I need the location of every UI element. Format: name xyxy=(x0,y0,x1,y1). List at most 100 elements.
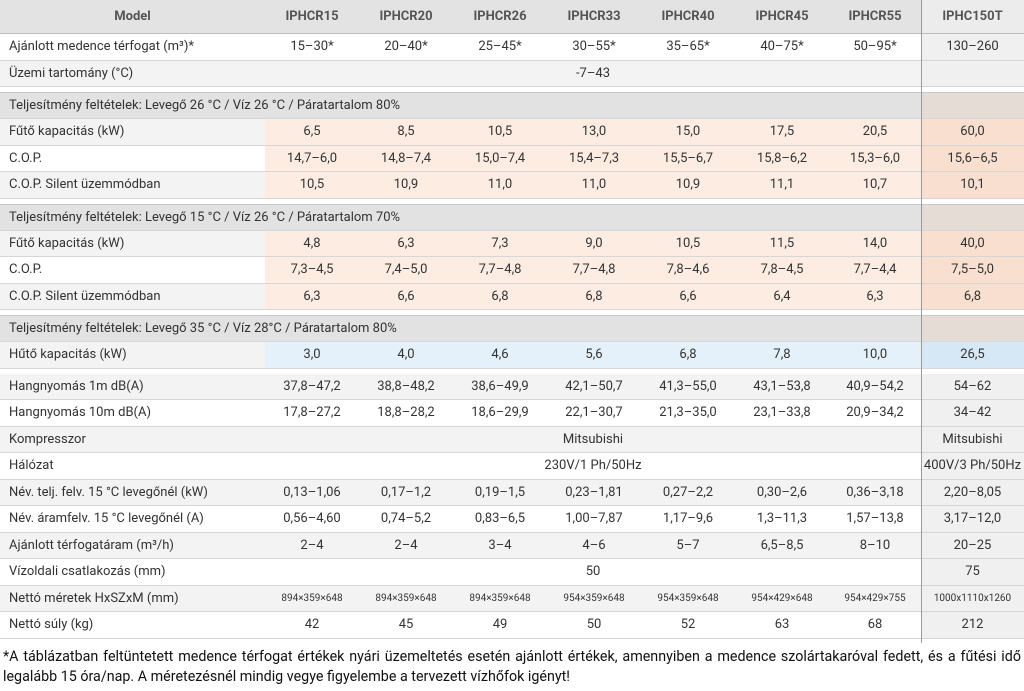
value-cell: 22,1–30,7 xyxy=(547,400,641,427)
value-cell: 35–65* xyxy=(641,34,735,61)
value-cell: 4,0 xyxy=(359,342,453,369)
section-title: Teljesítmény feltételek: Levegő 26 °C / … xyxy=(0,92,921,119)
row-label: Ajánlott térfogatáram (m³/h) xyxy=(0,532,265,559)
empty-cell xyxy=(921,60,1024,87)
row-label: Hálózat xyxy=(0,453,265,480)
value-cell: 954×359×648 xyxy=(641,585,735,612)
column-header: IPHCR33 xyxy=(547,0,641,34)
value-cell: 130–260 xyxy=(921,34,1024,61)
value-cell: 4,8 xyxy=(265,230,359,257)
value-cell: 25–45* xyxy=(453,34,547,61)
value-cell: 6,6 xyxy=(641,283,735,310)
section-title: Teljesítmény feltételek: Levegő 35 °C / … xyxy=(0,315,921,342)
value-cell: 37,8–47,2 xyxy=(265,373,359,400)
value-cell: 954×359×648 xyxy=(547,585,641,612)
value-cell: 8–10 xyxy=(829,532,921,559)
value-cell: Mitsubishi xyxy=(265,426,921,453)
value-cell: 14,8–7,4 xyxy=(359,145,453,172)
value-cell: 34–42 xyxy=(921,400,1024,427)
value-cell: 15,6–6,5 xyxy=(921,145,1024,172)
value-cell: 10,5 xyxy=(453,119,547,146)
value-cell: 7,7–4,4 xyxy=(829,257,921,284)
value-cell: 52 xyxy=(641,612,735,639)
value-cell: 15,0–7,4 xyxy=(453,145,547,172)
row-label: C.O.P. xyxy=(0,145,265,172)
value-cell: 40,0 xyxy=(921,230,1024,257)
value-cell: 30–55* xyxy=(547,34,641,61)
value-cell: 13,0 xyxy=(547,119,641,146)
value-cell: 7,8 xyxy=(735,342,829,369)
value-cell: 6,8 xyxy=(641,342,735,369)
value-cell: 400V/3 Ph/50Hz xyxy=(921,453,1024,480)
value-cell: 6,6 xyxy=(359,283,453,310)
value-cell: 38,8–48,2 xyxy=(359,373,453,400)
value-cell: 10,5 xyxy=(265,172,359,199)
column-header: IPHCR40 xyxy=(641,0,735,34)
value-cell: 26,5 xyxy=(921,342,1024,369)
value-cell: 11,5 xyxy=(735,230,829,257)
value-cell: 6,4 xyxy=(735,283,829,310)
value-cell: 42,1–50,7 xyxy=(547,373,641,400)
value-cell: 45 xyxy=(359,612,453,639)
row-label: Fűtő kapacitás (kW) xyxy=(0,230,265,257)
value-cell: 5,6 xyxy=(547,342,641,369)
value-cell: 20,5 xyxy=(829,119,921,146)
row-label: Név. áramfelv. 15 °C levegőnél (A) xyxy=(0,506,265,533)
row-label: Vízoldali csatlakozás (mm) xyxy=(0,559,265,586)
value-cell: 1,00–7,87 xyxy=(547,506,641,533)
value-cell: 894×359×648 xyxy=(265,585,359,612)
value-cell: 7,4–5,0 xyxy=(359,257,453,284)
value-cell: 954×429×755 xyxy=(829,585,921,612)
value-cell: 3,17–12,0 xyxy=(921,506,1024,533)
row-label: Nettó súly (kg) xyxy=(0,612,265,639)
section-title: Teljesítmény feltételek: Levegő 15 °C / … xyxy=(0,203,921,231)
row-label: Kompresszor xyxy=(0,426,265,453)
value-cell: 6,3 xyxy=(359,230,453,257)
value-cell: 15,3–6,0 xyxy=(829,145,921,172)
section-cell xyxy=(921,315,1024,342)
value-cell: 11,0 xyxy=(453,172,547,199)
value-cell: 15,0 xyxy=(641,119,735,146)
value-cell: 54–62 xyxy=(921,373,1024,400)
value-cell: 49 xyxy=(453,612,547,639)
column-header: IPHCR45 xyxy=(735,0,829,34)
value-cell: 21,3–35,0 xyxy=(641,400,735,427)
value-cell: 6,3 xyxy=(829,283,921,310)
value-cell: 68 xyxy=(829,612,921,639)
column-header: IPHCR20 xyxy=(359,0,453,34)
value-cell: 0,83–6,5 xyxy=(453,506,547,533)
row-label: Hangnyomás 1m dB(A) xyxy=(0,373,265,400)
value-cell: 63 xyxy=(735,612,829,639)
value-cell: 6,5 xyxy=(265,119,359,146)
value-cell: 7,7–4,8 xyxy=(547,257,641,284)
value-cell: 23,1–33,8 xyxy=(735,400,829,427)
value-cell: 2–4 xyxy=(265,532,359,559)
value-cell: 0,27–2,2 xyxy=(641,479,735,506)
value-cell: 1000x1110x1260 xyxy=(921,585,1024,612)
value-cell: 0,17–1,2 xyxy=(359,479,453,506)
value-cell: 1,57–13,8 xyxy=(829,506,921,533)
value-cell: 0,74–5,2 xyxy=(359,506,453,533)
value-cell: 2,20–8,05 xyxy=(921,479,1024,506)
value-cell: 15,5–6,7 xyxy=(641,145,735,172)
value-cell: 7,3–4,5 xyxy=(265,257,359,284)
column-header: IPHC150T xyxy=(921,0,1024,34)
value-cell: 60,0 xyxy=(921,119,1024,146)
value-cell: 6,5–8,5 xyxy=(735,532,829,559)
value-cell: 954×429×648 xyxy=(735,585,829,612)
value-cell: Mitsubishi xyxy=(921,426,1024,453)
value-cell: 40,9–54,2 xyxy=(829,373,921,400)
value-cell: 10,5 xyxy=(641,230,735,257)
value-cell: -7–43 xyxy=(265,60,921,87)
value-cell: 38,6–49,9 xyxy=(453,373,547,400)
value-cell: 5–7 xyxy=(641,532,735,559)
row-label: Fűtő kapacitás (kW) xyxy=(0,119,265,146)
value-cell: 14,7–6,0 xyxy=(265,145,359,172)
value-cell: 10,0 xyxy=(829,342,921,369)
footnote: *A táblázatban feltüntetett medence térf… xyxy=(3,649,1021,685)
value-cell: 50 xyxy=(547,612,641,639)
value-cell: 41,3–55,0 xyxy=(641,373,735,400)
value-cell: 17,8–27,2 xyxy=(265,400,359,427)
value-cell: 20,9–34,2 xyxy=(829,400,921,427)
